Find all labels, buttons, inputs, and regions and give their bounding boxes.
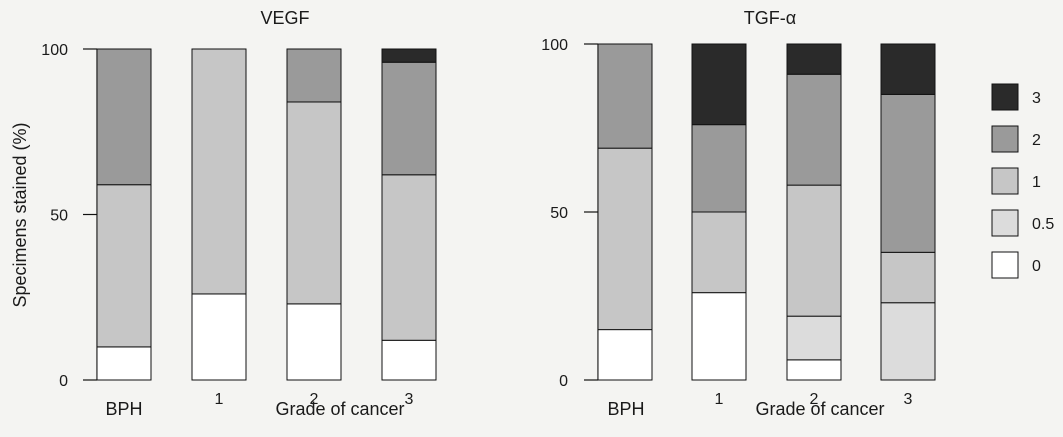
x-tick-label: 2 [310, 391, 319, 408]
bar-segment-2 [880, 93, 936, 253]
y-tick-label: 50 [550, 205, 568, 222]
y-axis-label: Specimens stained (%) [10, 122, 30, 307]
y-tick-label: 100 [541, 37, 568, 54]
bar-segment-1 [691, 211, 747, 294]
x-tick-label: 2 [810, 391, 819, 408]
bar-segment-1 [96, 184, 152, 348]
y-tick-label: 0 [59, 373, 68, 390]
bar-segment-0 [286, 303, 342, 381]
bar-segment-2 [786, 73, 842, 186]
bar-segment-2 [691, 124, 747, 213]
bar-segment-2 [286, 48, 342, 103]
bar-segment-0 [691, 292, 747, 381]
legend-label: 0.5 [1032, 216, 1054, 233]
legend-swatch [991, 209, 1019, 237]
legend-swatch [991, 167, 1019, 195]
legend-label: 0 [1032, 258, 1041, 275]
bar-segment-0-5 [786, 315, 842, 361]
bar-segment-1 [786, 184, 842, 317]
legend-swatch [991, 83, 1019, 111]
bar-segment-3 [381, 48, 437, 63]
bar-segment-1 [381, 174, 437, 341]
tgf-alpha-chart: TGF-α 0 50 100 1 2 3 BPH Grade of cancer [541, 8, 936, 419]
group-label-bph: BPH [607, 399, 644, 419]
bar-segment-0 [786, 359, 842, 381]
bar-segment-3 [786, 43, 842, 75]
bar-segment-2 [96, 48, 152, 186]
legend-swatch [991, 125, 1019, 153]
x-axis-label: Grade of cancer [755, 399, 884, 419]
bar-segment-3 [880, 43, 936, 95]
bar-segment-2 [597, 43, 653, 149]
bar-segment-1 [880, 251, 936, 304]
legend-label: 1 [1032, 174, 1041, 191]
group-label-bph: BPH [105, 399, 142, 419]
bar-segment-1 [286, 101, 342, 305]
chart-title: VEGF [260, 8, 309, 28]
bar-segment-0 [597, 329, 653, 381]
y-tick-label: 50 [50, 208, 68, 225]
bar-segment-1 [191, 48, 247, 295]
y-tick-label: 100 [41, 42, 68, 59]
x-axis-label: Grade of cancer [275, 399, 404, 419]
bar-segment-0 [381, 339, 437, 381]
bar-segment-0-5 [880, 302, 936, 381]
x-tick-label: 3 [405, 391, 414, 408]
bar-segment-2 [381, 61, 437, 176]
bar-segment-0 [96, 346, 152, 381]
x-tick-label: 1 [715, 391, 724, 408]
x-tick-label: 3 [904, 391, 913, 408]
legend-swatch [991, 251, 1019, 279]
legend-label: 3 [1032, 90, 1041, 107]
bar-segment-3 [691, 43, 747, 126]
legend-label: 2 [1032, 132, 1041, 149]
vegf-chart: VEGF 0 50 100 1 2 3 BPH Grade of cancer [41, 8, 437, 419]
chart-title: TGF-α [744, 8, 796, 28]
bar-segment-1 [597, 147, 653, 331]
x-tick-label: 1 [215, 391, 224, 408]
y-tick-label: 0 [559, 373, 568, 390]
legend: 3 2 1 0.5 0 [991, 83, 1054, 279]
bar-segment-0 [191, 293, 247, 381]
